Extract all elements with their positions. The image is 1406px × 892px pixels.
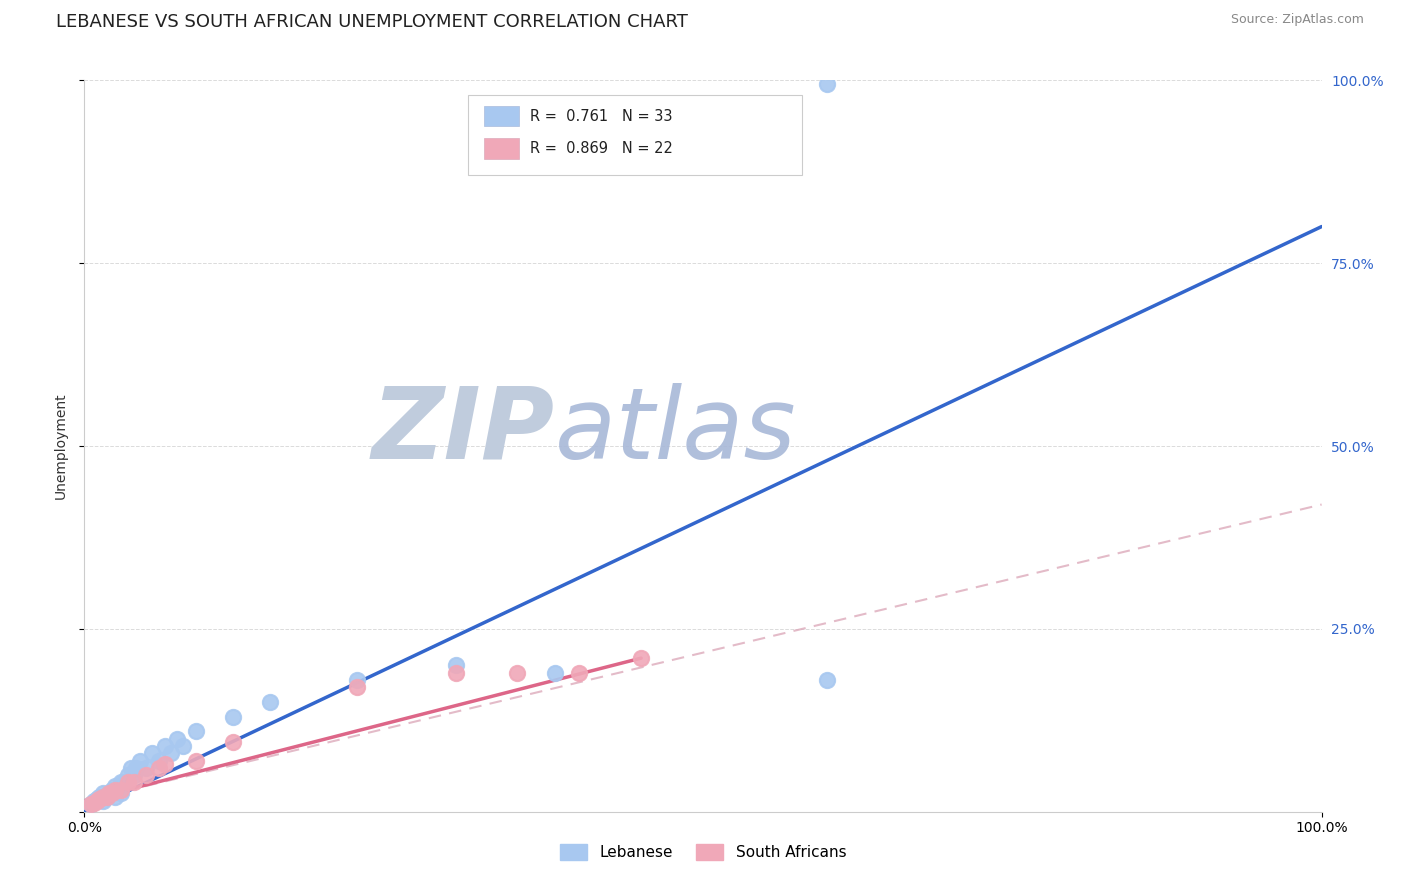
- Point: [120, 761, 142, 775]
- Point: [108, 782, 131, 797]
- Point: [86, 791, 108, 805]
- Point: [89, 791, 111, 805]
- Point: [91, 787, 114, 801]
- Point: [91, 790, 114, 805]
- Point: [815, 673, 838, 687]
- Point: [110, 782, 132, 797]
- Legend: Lebanese, South Africans: Lebanese, South Africans: [554, 838, 852, 866]
- Point: [100, 787, 122, 801]
- Point: [122, 775, 145, 789]
- Point: [135, 768, 157, 782]
- Point: [83, 796, 105, 810]
- FancyBboxPatch shape: [484, 106, 519, 127]
- Point: [96, 790, 118, 805]
- Point: [100, 782, 122, 797]
- Point: [259, 695, 281, 709]
- Point: [346, 681, 368, 695]
- Text: R =  0.761   N = 33: R = 0.761 N = 33: [530, 109, 672, 124]
- Point: [160, 746, 183, 760]
- Point: [122, 768, 145, 782]
- Point: [148, 754, 170, 768]
- Point: [172, 739, 194, 753]
- Point: [104, 782, 127, 797]
- Point: [96, 790, 118, 805]
- Text: Source: ZipAtlas.com: Source: ZipAtlas.com: [1230, 13, 1364, 27]
- Point: [117, 775, 139, 789]
- Point: [104, 790, 127, 805]
- FancyBboxPatch shape: [468, 95, 801, 176]
- Point: [91, 794, 114, 808]
- Point: [506, 665, 529, 680]
- Point: [110, 787, 132, 801]
- Point: [98, 787, 121, 801]
- Point: [184, 754, 207, 768]
- Text: R =  0.869   N = 22: R = 0.869 N = 22: [530, 141, 672, 156]
- Point: [112, 775, 135, 789]
- Point: [222, 709, 245, 723]
- Point: [222, 735, 245, 749]
- Text: atlas: atlas: [554, 383, 796, 480]
- Point: [153, 739, 176, 753]
- Y-axis label: Unemployment: Unemployment: [53, 392, 67, 500]
- Point: [153, 757, 176, 772]
- Point: [129, 754, 152, 768]
- Point: [125, 761, 148, 775]
- Point: [815, 77, 838, 91]
- Point: [135, 761, 157, 775]
- Point: [444, 665, 467, 680]
- Text: LEBANESE VS SOUTH AFRICAN UNEMPLOYMENT CORRELATION CHART: LEBANESE VS SOUTH AFRICAN UNEMPLOYMENT C…: [56, 13, 688, 31]
- Point: [148, 761, 170, 775]
- Point: [79, 797, 101, 812]
- Point: [141, 746, 163, 760]
- Point: [98, 787, 121, 801]
- FancyBboxPatch shape: [484, 138, 519, 159]
- Point: [184, 724, 207, 739]
- Point: [568, 665, 591, 680]
- Point: [86, 794, 108, 808]
- Point: [89, 790, 111, 805]
- Point: [444, 658, 467, 673]
- Text: ZIP: ZIP: [371, 383, 554, 480]
- Point: [79, 797, 101, 812]
- Point: [117, 768, 139, 782]
- Point: [166, 731, 188, 746]
- Point: [346, 673, 368, 687]
- Point: [630, 651, 652, 665]
- Point: [83, 794, 105, 808]
- Point: [110, 775, 132, 789]
- Point: [543, 665, 565, 680]
- Point: [104, 779, 127, 793]
